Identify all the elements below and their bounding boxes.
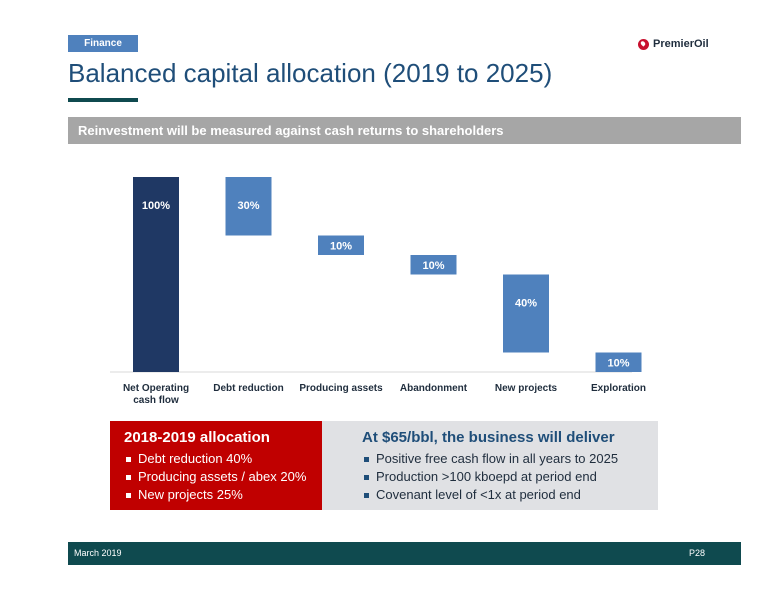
bar bbox=[503, 274, 549, 353]
title-underline bbox=[68, 98, 138, 102]
footer-date: March 2019 bbox=[74, 548, 122, 558]
bar bbox=[318, 235, 364, 255]
allocation-box: 2018-2019 allocation Debt reduction 40% … bbox=[110, 421, 355, 510]
page-number: P28 bbox=[688, 548, 705, 558]
data-label: 10% bbox=[607, 357, 629, 369]
bar bbox=[225, 177, 272, 236]
tick-label: New projects bbox=[495, 383, 558, 394]
footer-bar: March 2019 P28 bbox=[68, 542, 741, 565]
data-label: 100% bbox=[142, 200, 170, 212]
section-tag: Finance bbox=[68, 35, 138, 52]
deliver-box: At $65/bbl, the business will deliver Po… bbox=[322, 421, 658, 510]
list-item: Covenant level of <1x at period end bbox=[362, 486, 658, 504]
deliver-list: Positive free cash flow in all years to … bbox=[362, 450, 658, 504]
subtitle-banner: Reinvestment will be measured against ca… bbox=[68, 117, 741, 144]
page-title: Balanced capital allocation (2019 to 202… bbox=[68, 58, 553, 88]
deliver-title: At $65/bbl, the business will deliver bbox=[362, 429, 615, 446]
tick-label: Abandonment bbox=[400, 383, 468, 394]
list-item: Production >100 kboepd at period end bbox=[362, 468, 658, 486]
list-item: Positive free cash flow in all years to … bbox=[362, 450, 658, 468]
data-label: 10% bbox=[330, 240, 352, 252]
data-label: 40% bbox=[515, 298, 537, 310]
list-item: Producing assets / abex 20% bbox=[124, 468, 355, 486]
bar bbox=[410, 255, 457, 275]
allocation-list: Debt reduction 40% Producing assets / ab… bbox=[124, 450, 355, 504]
list-item: New projects 25% bbox=[124, 486, 355, 504]
bar bbox=[595, 352, 642, 372]
company-logo: PremierOil bbox=[638, 38, 709, 50]
list-item: Debt reduction 40% bbox=[124, 450, 355, 468]
tick-label: Producing assets bbox=[299, 383, 383, 394]
tick-label: Exploration bbox=[591, 383, 646, 394]
bar bbox=[133, 177, 179, 372]
allocation-title: 2018-2019 allocation bbox=[124, 429, 270, 446]
tick-label: cash flow bbox=[133, 395, 179, 406]
tick-label: Net Operating bbox=[123, 383, 189, 394]
logo-drop-icon bbox=[638, 38, 649, 50]
data-label: 10% bbox=[422, 260, 444, 272]
logo-text: PremierOil bbox=[653, 38, 709, 50]
tick-label: Debt reduction bbox=[213, 383, 284, 394]
data-label: 30% bbox=[237, 200, 259, 212]
